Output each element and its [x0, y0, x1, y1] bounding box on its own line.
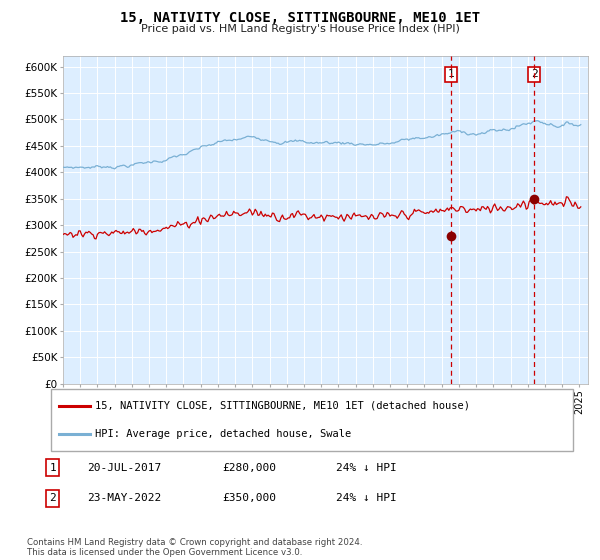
- Text: 24% ↓ HPI: 24% ↓ HPI: [336, 493, 397, 503]
- Text: 20-JUL-2017: 20-JUL-2017: [87, 463, 161, 473]
- Text: 15, NATIVITY CLOSE, SITTINGBOURNE, ME10 1ET (detached house): 15, NATIVITY CLOSE, SITTINGBOURNE, ME10 …: [95, 401, 470, 411]
- Text: 1: 1: [448, 69, 454, 80]
- Text: 2: 2: [531, 69, 538, 80]
- Text: 2: 2: [49, 493, 56, 503]
- Text: 15, NATIVITY CLOSE, SITTINGBOURNE, ME10 1ET: 15, NATIVITY CLOSE, SITTINGBOURNE, ME10 …: [120, 11, 480, 25]
- FancyBboxPatch shape: [51, 389, 573, 451]
- Text: Contains HM Land Registry data © Crown copyright and database right 2024.
This d: Contains HM Land Registry data © Crown c…: [27, 538, 362, 557]
- Text: Price paid vs. HM Land Registry's House Price Index (HPI): Price paid vs. HM Land Registry's House …: [140, 24, 460, 34]
- Text: 1: 1: [49, 463, 56, 473]
- Text: HPI: Average price, detached house, Swale: HPI: Average price, detached house, Swal…: [95, 429, 352, 439]
- Text: 24% ↓ HPI: 24% ↓ HPI: [336, 463, 397, 473]
- Text: £280,000: £280,000: [222, 463, 276, 473]
- Text: 23-MAY-2022: 23-MAY-2022: [87, 493, 161, 503]
- Text: £350,000: £350,000: [222, 493, 276, 503]
